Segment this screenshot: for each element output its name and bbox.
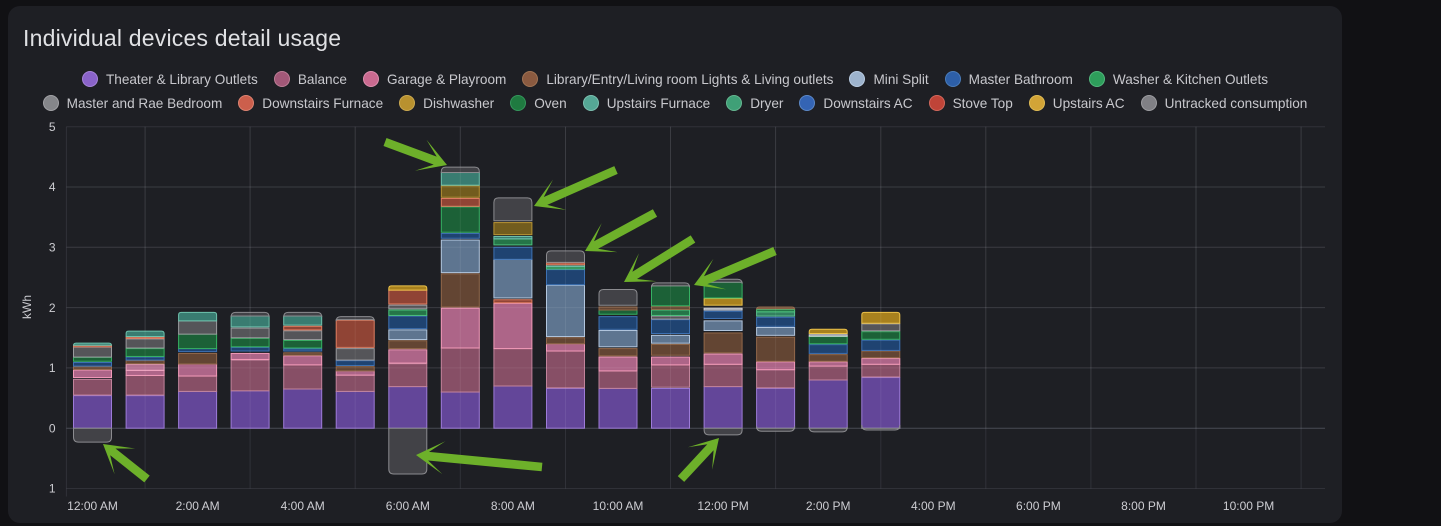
svg-text:2:00 AM: 2:00 AM — [176, 499, 220, 513]
svg-text:4:00 PM: 4:00 PM — [911, 499, 956, 513]
svg-text:12:00 AM: 12:00 AM — [67, 499, 118, 513]
svg-text:5: 5 — [49, 120, 56, 134]
svg-text:0: 0 — [49, 421, 56, 435]
svg-text:2: 2 — [49, 301, 56, 315]
svg-text:10:00 AM: 10:00 AM — [593, 499, 644, 513]
svg-text:10:00 PM: 10:00 PM — [1223, 499, 1274, 513]
svg-text:6:00 PM: 6:00 PM — [1016, 499, 1061, 513]
svg-text:1: 1 — [49, 482, 56, 496]
svg-text:8:00 AM: 8:00 AM — [491, 499, 535, 513]
svg-text:6:00 AM: 6:00 AM — [386, 499, 430, 513]
svg-text:12:00 PM: 12:00 PM — [697, 499, 748, 513]
svg-text:kWh: kWh — [20, 295, 34, 319]
svg-text:4:00 AM: 4:00 AM — [281, 499, 325, 513]
svg-text:1: 1 — [49, 361, 56, 375]
svg-text:4: 4 — [49, 180, 56, 194]
svg-text:3: 3 — [49, 241, 56, 255]
svg-text:8:00 PM: 8:00 PM — [1121, 499, 1166, 513]
svg-text:2:00 PM: 2:00 PM — [806, 499, 851, 513]
